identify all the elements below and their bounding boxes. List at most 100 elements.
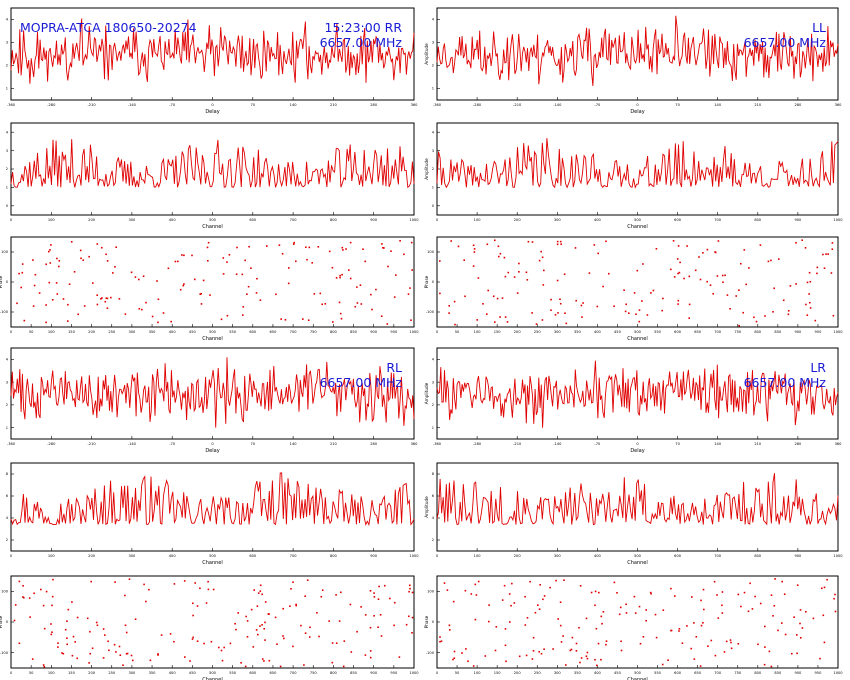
phase-point bbox=[393, 296, 396, 298]
phase-point bbox=[634, 612, 637, 614]
phase-point bbox=[439, 640, 441, 643]
phase-point bbox=[360, 303, 363, 305]
phase-point bbox=[89, 630, 91, 633]
phase-point bbox=[51, 604, 53, 607]
phase-point bbox=[61, 652, 63, 654]
phase-point bbox=[318, 635, 320, 638]
phase-point bbox=[290, 588, 292, 590]
phase-point bbox=[40, 588, 42, 591]
phase-point bbox=[384, 584, 386, 587]
x-tick-label: 950 bbox=[390, 671, 398, 675]
phase-point bbox=[341, 246, 344, 249]
phase-point bbox=[605, 240, 607, 243]
phase-point bbox=[220, 649, 223, 652]
x-tick-label: 950 bbox=[815, 330, 823, 334]
x-tick-label: 500 bbox=[634, 671, 642, 675]
phase-point bbox=[690, 647, 692, 650]
phase-point bbox=[453, 300, 456, 303]
x-tick-label: 200 bbox=[88, 671, 96, 675]
x-tick-label: -140 bbox=[553, 103, 562, 107]
phase-point bbox=[541, 319, 544, 321]
phase-point bbox=[580, 304, 583, 307]
y-tick-label: 3 bbox=[6, 41, 8, 45]
x-tick-label: 360 bbox=[835, 442, 843, 446]
phase-point bbox=[399, 240, 401, 242]
x-tick-label: 800 bbox=[330, 671, 338, 675]
phase-point bbox=[191, 254, 193, 257]
phase-point bbox=[767, 260, 770, 263]
amplitude-trace bbox=[10, 357, 415, 428]
phase-point bbox=[805, 303, 807, 306]
phase-point bbox=[130, 271, 133, 274]
phase-point bbox=[64, 628, 67, 631]
phase-point bbox=[529, 580, 531, 583]
phase-point bbox=[620, 649, 623, 652]
y-tick-label: 2 bbox=[432, 167, 434, 171]
phase-point bbox=[473, 248, 476, 250]
phase-point bbox=[833, 597, 835, 600]
phase-point bbox=[823, 586, 826, 589]
phase-point bbox=[14, 604, 17, 606]
phase-point bbox=[356, 302, 359, 304]
x-tick-label: 700 bbox=[714, 554, 722, 558]
phase-point bbox=[331, 661, 334, 664]
x-tick-label: 650 bbox=[694, 330, 702, 334]
phase-point bbox=[264, 601, 267, 603]
phase-point bbox=[452, 600, 455, 603]
x-tick-label: 300 bbox=[554, 218, 562, 222]
x-tick-label: 200 bbox=[514, 554, 522, 558]
phase-point bbox=[679, 261, 681, 264]
phase-point bbox=[364, 654, 367, 656]
phase-point bbox=[236, 246, 238, 249]
phase-point bbox=[409, 584, 411, 587]
phase-point bbox=[308, 246, 311, 249]
phase-point bbox=[411, 632, 413, 634]
phase-point bbox=[448, 305, 450, 307]
phase-point bbox=[507, 271, 510, 274]
x-tick-label: 1000 bbox=[409, 218, 419, 222]
phase-point bbox=[564, 312, 566, 314]
phase-point bbox=[319, 292, 322, 295]
phase-point bbox=[700, 624, 703, 627]
x-tick-label: 750 bbox=[734, 671, 742, 675]
phase-point bbox=[88, 255, 90, 258]
x-tick-label: -280 bbox=[47, 442, 56, 446]
x-tick-label: -70 bbox=[169, 103, 176, 107]
phase-point bbox=[68, 283, 71, 285]
x-tick-label: 700 bbox=[714, 218, 722, 222]
phase-point bbox=[237, 612, 239, 614]
phase-point bbox=[338, 301, 341, 304]
phase-point bbox=[735, 295, 737, 297]
phase-point bbox=[373, 592, 375, 594]
plot-frame bbox=[10, 236, 415, 328]
phase-point bbox=[292, 243, 295, 245]
y-tick-label: 0 bbox=[432, 280, 435, 284]
phase-point bbox=[148, 588, 150, 591]
phase-point bbox=[292, 581, 294, 583]
phase-point bbox=[473, 251, 476, 253]
phase-point bbox=[58, 265, 60, 268]
x-tick-label: 210 bbox=[754, 103, 762, 107]
phase-point bbox=[496, 297, 499, 300]
x-tick-label: 900 bbox=[370, 330, 378, 334]
phase-point bbox=[688, 275, 691, 278]
phase-point bbox=[33, 592, 35, 595]
phase-point bbox=[796, 584, 799, 586]
phase-point bbox=[714, 654, 717, 657]
phase-point bbox=[830, 272, 833, 274]
phase-point bbox=[602, 285, 604, 288]
phase-point bbox=[124, 313, 127, 315]
phase-point bbox=[354, 305, 357, 308]
phase-point bbox=[90, 580, 92, 583]
phase-point bbox=[380, 635, 383, 637]
phase-point bbox=[228, 254, 231, 256]
phase-point bbox=[605, 643, 607, 646]
phase-point bbox=[677, 303, 679, 305]
x-tick-label: 210 bbox=[330, 103, 338, 107]
phase-point bbox=[183, 283, 185, 285]
phase-point bbox=[513, 602, 516, 604]
phase-point bbox=[398, 656, 401, 658]
phase-point bbox=[145, 600, 147, 603]
phase-point bbox=[375, 288, 377, 291]
phase-point bbox=[192, 602, 194, 605]
